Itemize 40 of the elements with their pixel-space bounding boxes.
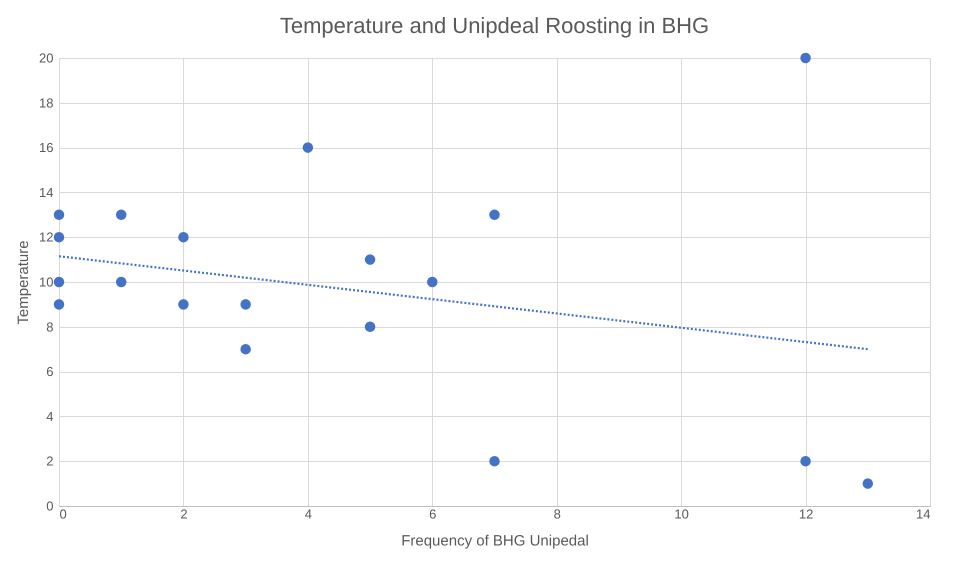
point bbox=[800, 52, 811, 64]
x-tick-label: 8 bbox=[554, 506, 561, 522]
point bbox=[178, 299, 189, 310]
x-tick-label: 14 bbox=[916, 506, 930, 522]
y-tick-label: 6 bbox=[46, 364, 54, 380]
point bbox=[364, 322, 376, 332]
point bbox=[54, 299, 64, 310]
point bbox=[862, 478, 874, 489]
point bbox=[489, 456, 500, 466]
point bbox=[116, 276, 126, 288]
x-tick-label: 12 bbox=[798, 506, 814, 522]
x-tick-label: 2 bbox=[180, 506, 188, 522]
point bbox=[54, 210, 64, 220]
point bbox=[116, 210, 126, 220]
x-axis-title: Frequency of BHG Unipedal bbox=[401, 532, 589, 550]
y-tick-label: 12 bbox=[39, 230, 54, 245]
x-tick-label: 6 bbox=[429, 506, 436, 522]
y-tick-label: 14 bbox=[39, 184, 54, 200]
point bbox=[54, 276, 64, 288]
point bbox=[240, 299, 251, 310]
point bbox=[54, 232, 64, 242]
y-tick-label: 20 bbox=[39, 50, 54, 66]
y-tick-label: 4 bbox=[46, 408, 54, 424]
x-tick-label: 0 bbox=[60, 506, 67, 522]
y-tick-label: 2 bbox=[46, 454, 54, 469]
y-tick-label: 18 bbox=[39, 95, 54, 110]
chart-title: Temperature and Unipdeal Roosting in BHG bbox=[280, 13, 710, 38]
point bbox=[800, 456, 811, 466]
y-tick-label: 16 bbox=[39, 140, 54, 156]
y-axis-title: Temperature bbox=[15, 240, 32, 325]
x-tick-label: 4 bbox=[304, 506, 312, 522]
point bbox=[302, 142, 314, 153]
x-tick-label: 10 bbox=[674, 506, 689, 522]
y-tick-label: 10 bbox=[39, 274, 54, 290]
point bbox=[240, 344, 251, 354]
point bbox=[364, 254, 376, 265]
y-tick-label: 8 bbox=[46, 319, 54, 334]
point bbox=[427, 276, 438, 288]
point bbox=[489, 210, 500, 220]
point bbox=[178, 232, 189, 242]
